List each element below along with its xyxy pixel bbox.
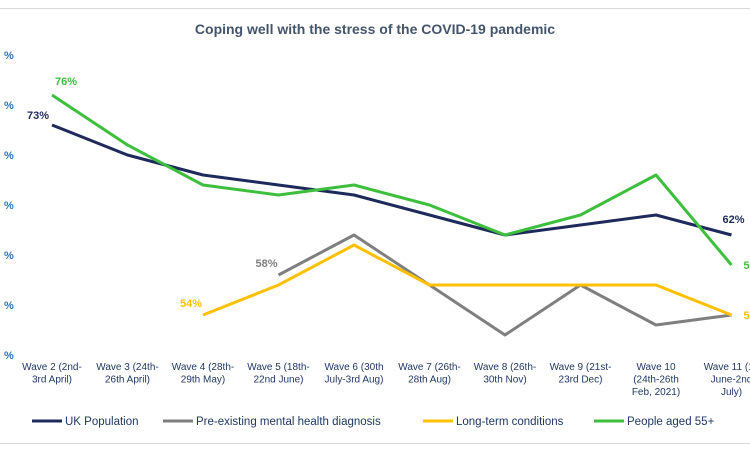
y-tick-label: %: [4, 200, 14, 212]
y-tick-label: %: [4, 300, 14, 312]
data-labels: 73% 62% 58% 54% 54% 76% 59%: [27, 76, 750, 322]
x-tick-label: Wave 4 (28th-29th May): [172, 362, 234, 386]
y-tick-label: %: [4, 250, 14, 262]
x-tick-label: Wave 10 (24th-26th Feb, 2021): [632, 362, 680, 398]
series-line-3: [202, 243, 733, 317]
y-tick-label: %: [4, 350, 14, 362]
data-label: 62%: [722, 214, 744, 226]
x-tick-label: Wave 6 (30th July-3rd Aug): [324, 362, 383, 386]
legend-label: Long-term conditions: [456, 416, 564, 428]
legend-label: Pre-existing mental health diagnosis: [196, 416, 381, 428]
x-axis-ticks: Wave 2 (2nd-3rd April) Wave 3 (24th-26th …: [22, 362, 750, 398]
data-label: 59%: [744, 260, 750, 272]
data-label: 76%: [55, 76, 77, 88]
x-tick-label: Wave 7 (26th-28th Aug): [398, 362, 460, 386]
legend: UK Population Pre-existing mental health …: [32, 416, 715, 428]
data-label: 54%: [180, 298, 202, 310]
data-label: 73%: [27, 110, 49, 122]
y-tick-label: %: [4, 50, 14, 62]
series-line-4: [51, 93, 733, 266]
x-tick-label: Wave 8 (26th-30th Nov): [474, 362, 536, 386]
series-line-1: [51, 123, 732, 237]
x-tick-label: Wave 2 (2nd-3rd April): [22, 362, 82, 386]
y-axis-ticks: %%%%%%%: [4, 50, 14, 362]
data-label: 54%: [744, 310, 750, 322]
series-lines: [51, 93, 733, 337]
data-label: 58%: [255, 258, 277, 270]
chart-title: Coping well with the stress of the COVID…: [195, 21, 555, 37]
series-line-2: [277, 233, 732, 337]
frame-bottom-border: [0, 443, 750, 444]
legend-label: UK Population: [65, 416, 139, 428]
x-tick-label: Wave 5 (18th-22nd June): [247, 362, 309, 386]
y-tick-label: %: [4, 100, 14, 112]
y-tick-label: %: [4, 150, 14, 162]
frame-top-border: [0, 8, 750, 9]
legend-label: People aged 55+: [627, 416, 715, 428]
x-tick-label: Wave 3 (24th-26th April): [96, 362, 158, 386]
x-tick-label: Wave 9 (21st-23rd Dec): [550, 362, 612, 386]
